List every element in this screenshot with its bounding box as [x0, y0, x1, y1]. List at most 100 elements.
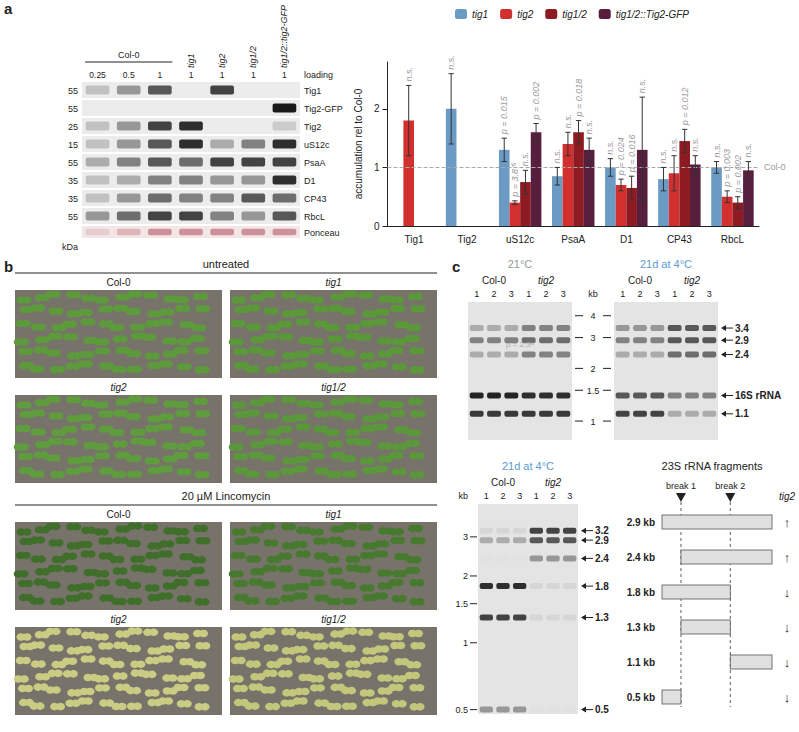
- svg-text:Tig2-GFP: Tig2-GFP: [304, 104, 343, 114]
- svg-text:tig1/2::tig2-GFP: tig1/2::tig2-GFP: [279, 5, 289, 68]
- svg-text:1.8 kb: 1.8 kb: [627, 587, 655, 598]
- svg-text:0.5 kb: 0.5 kb: [627, 692, 655, 703]
- svg-text:n.s.: n.s.: [669, 137, 679, 152]
- svg-text:p = 0.018: p = 0.018: [574, 79, 584, 118]
- svg-text:p = 3.8⁻⁶: p = 3.8⁻⁶: [510, 162, 520, 198]
- svg-text:n.s.: n.s.: [404, 67, 414, 82]
- svg-text:1: 1: [474, 289, 479, 299]
- svg-text:n.s.: n.s.: [584, 120, 594, 135]
- svg-text:tig2: tig2: [545, 477, 562, 488]
- svg-text:CP43: CP43: [304, 194, 327, 204]
- svg-text:RbcL: RbcL: [304, 212, 325, 222]
- svg-text:Col-0: Col-0: [107, 277, 131, 288]
- svg-text:1: 1: [590, 417, 595, 427]
- svg-text:tig2: tig2: [110, 614, 127, 625]
- svg-text:1.3: 1.3: [595, 612, 609, 623]
- svg-text:1.1 kb: 1.1 kb: [627, 657, 655, 668]
- svg-text:3: 3: [463, 532, 468, 542]
- svg-text:15: 15: [68, 140, 78, 150]
- svg-text:1.3 kb: 1.3 kb: [627, 622, 655, 633]
- svg-text:1: 1: [672, 289, 677, 299]
- svg-text:↑: ↑: [784, 515, 791, 530]
- svg-text:loading: loading: [304, 70, 333, 80]
- svg-text:c: c: [452, 258, 460, 275]
- svg-text:tig1/2: tig1/2: [248, 46, 258, 68]
- svg-text:2.9 kb: 2.9 kb: [627, 517, 655, 528]
- svg-text:p = 0.003: p = 0.003: [722, 149, 732, 188]
- svg-text:tig1/2: tig1/2: [321, 382, 346, 393]
- svg-text:1.5: 1.5: [455, 599, 468, 609]
- svg-text:Col-0: Col-0: [764, 162, 786, 172]
- svg-text:20 µM Lincomycin: 20 µM Lincomycin: [182, 490, 271, 502]
- svg-text:35: 35: [68, 176, 78, 186]
- svg-text:55: 55: [68, 158, 78, 168]
- svg-text:2.4: 2.4: [595, 553, 609, 564]
- svg-text:Col-0: Col-0: [118, 50, 140, 60]
- svg-text:25: 25: [68, 122, 78, 132]
- svg-text:Tig2: Tig2: [458, 234, 478, 245]
- svg-text:tig2: tig2: [684, 275, 701, 286]
- svg-text:p = 0.002: p = 0.002: [733, 155, 743, 194]
- svg-text:p = 2.3⁴: p = 2.3⁴: [506, 340, 535, 349]
- svg-text:0.5: 0.5: [595, 704, 609, 715]
- svg-text:tig2: tig2: [217, 53, 227, 68]
- svg-text:0.25: 0.25: [89, 70, 106, 80]
- svg-text:Col-0: Col-0: [628, 275, 652, 286]
- svg-text:55: 55: [68, 212, 78, 222]
- svg-text:Ponceau: Ponceau: [304, 228, 340, 238]
- svg-text:p = 0.016: p = 0.016: [627, 134, 637, 173]
- svg-text:Col-0: Col-0: [482, 275, 506, 286]
- svg-text:3: 3: [655, 289, 660, 299]
- svg-text:1: 1: [534, 491, 539, 501]
- svg-text:p = 0.024: p = 0.024: [616, 137, 626, 176]
- svg-text:uS12c: uS12c: [506, 234, 534, 245]
- svg-text:n.s.: n.s.: [712, 143, 722, 158]
- svg-text:↓: ↓: [784, 690, 791, 705]
- svg-text:2: 2: [689, 289, 694, 299]
- svg-text:Col-0: Col-0: [107, 509, 131, 520]
- svg-text:35: 35: [68, 194, 78, 204]
- svg-text:p = 0.002: p = 0.002: [531, 82, 541, 121]
- svg-text:1: 1: [282, 70, 287, 80]
- svg-text:n.s.: n.s.: [658, 149, 668, 164]
- svg-text:1.8: 1.8: [595, 581, 609, 592]
- svg-text:↓: ↓: [784, 655, 791, 670]
- svg-text:tig1: tig1: [325, 509, 341, 520]
- svg-text:untreated: untreated: [203, 258, 249, 270]
- svg-text:n.s.: n.s.: [520, 152, 530, 167]
- svg-text:Col-0: Col-0: [491, 477, 515, 488]
- svg-text:1: 1: [189, 70, 194, 80]
- svg-text:tig1/2::Tig2-GFP: tig1/2::Tig2-GFP: [616, 9, 690, 20]
- svg-text:0: 0: [374, 221, 380, 232]
- svg-text:kb: kb: [588, 289, 598, 299]
- svg-text:a: a: [4, 0, 13, 17]
- svg-text:16S rRNA: 16S rRNA: [735, 390, 781, 401]
- svg-text:23S rRNA fragments: 23S rRNA fragments: [662, 460, 763, 472]
- svg-text:1: 1: [526, 289, 531, 299]
- svg-text:↑: ↑: [784, 550, 791, 565]
- svg-text:tig2: tig2: [110, 382, 127, 393]
- svg-text:n.s.: n.s.: [637, 79, 647, 94]
- svg-text:2.4 kb: 2.4 kb: [627, 552, 655, 563]
- svg-text:tig1: tig1: [472, 9, 488, 20]
- svg-text:2: 2: [500, 491, 505, 501]
- svg-text:3: 3: [707, 289, 712, 299]
- svg-text:2: 2: [374, 103, 380, 114]
- svg-text:p = 0.015: p = 0.015: [499, 95, 509, 135]
- svg-text:1: 1: [251, 70, 256, 80]
- svg-text:0.5: 0.5: [123, 70, 135, 80]
- svg-text:4: 4: [590, 311, 595, 321]
- svg-text:3: 3: [517, 491, 522, 501]
- svg-text:2: 2: [491, 289, 496, 299]
- svg-text:PsaA: PsaA: [561, 234, 585, 245]
- svg-text:accumulation rel to Col-0: accumulation rel to Col-0: [353, 88, 364, 199]
- svg-text:3: 3: [509, 289, 514, 299]
- svg-text:break 2: break 2: [715, 481, 745, 491]
- svg-text:2: 2: [590, 364, 595, 374]
- svg-text:3.4: 3.4: [735, 323, 749, 334]
- svg-text:1: 1: [463, 638, 468, 648]
- svg-text:b: b: [4, 258, 13, 275]
- svg-text:n.s.: n.s.: [605, 140, 615, 155]
- svg-text:break 1: break 1: [666, 481, 696, 491]
- svg-text:D1: D1: [620, 234, 633, 245]
